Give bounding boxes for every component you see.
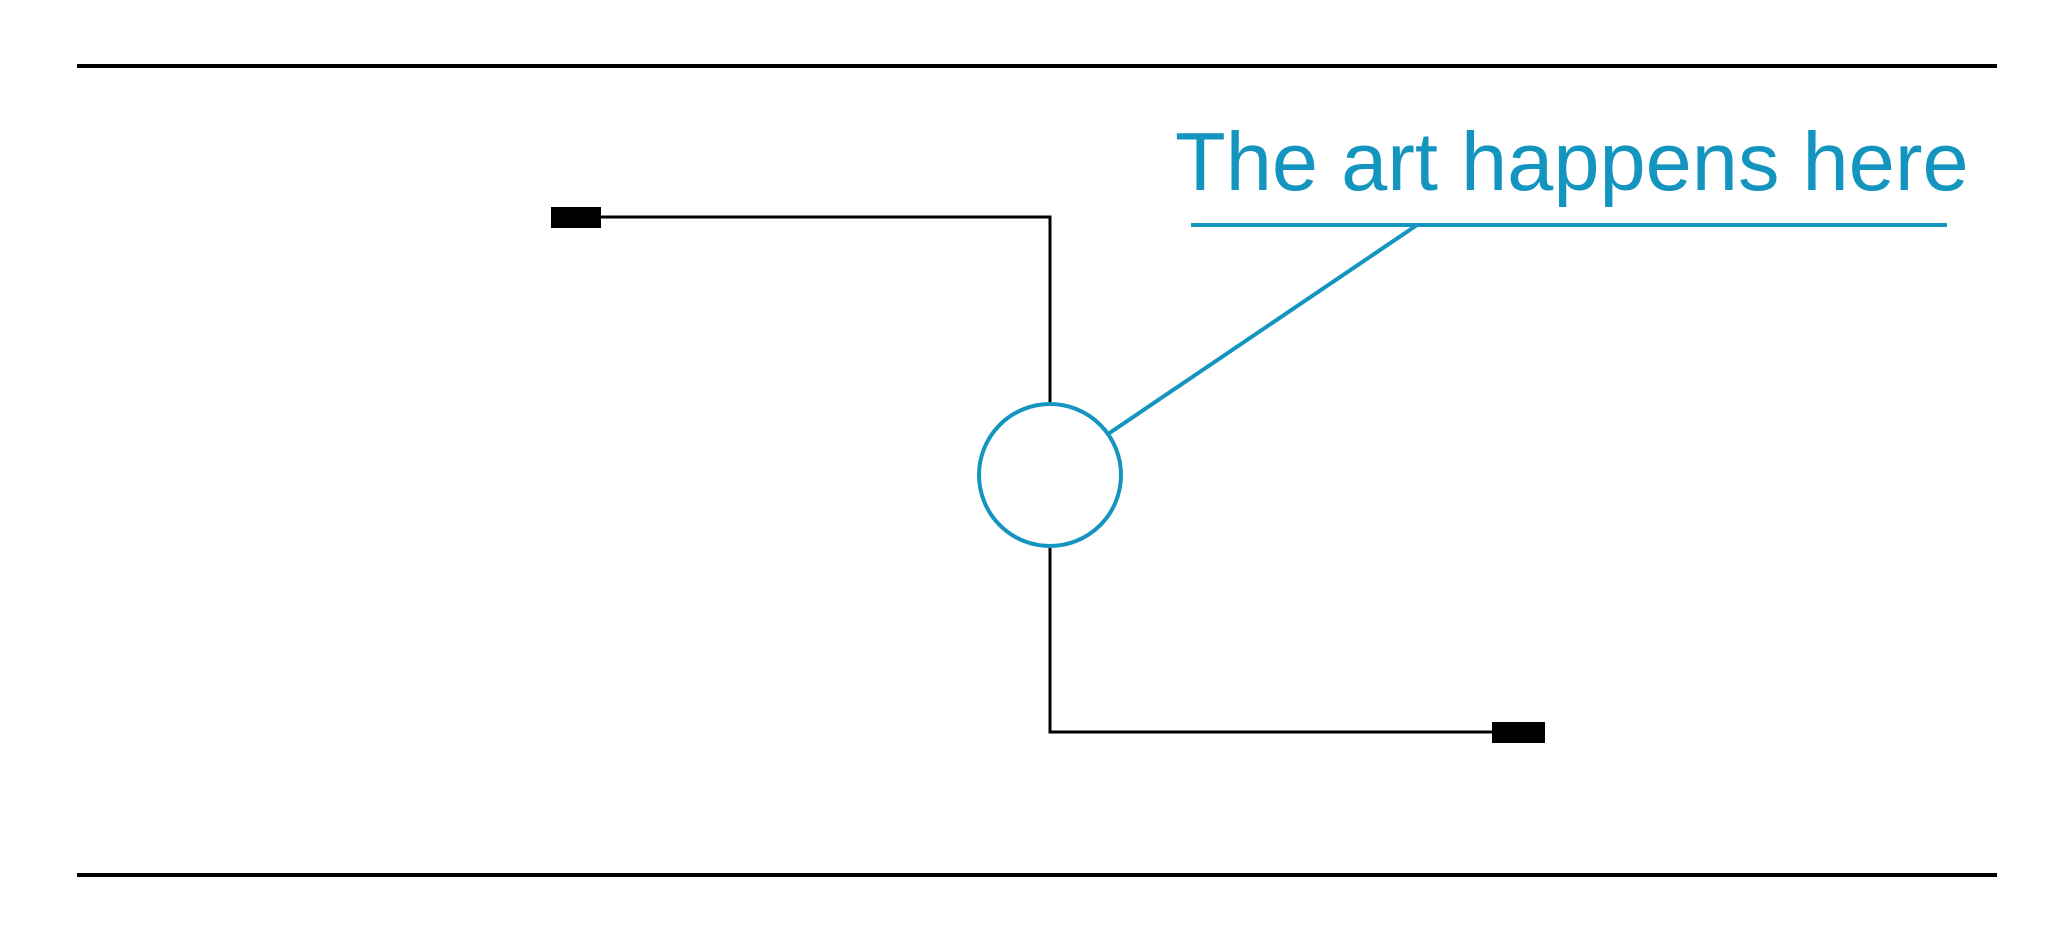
lower-connector-line bbox=[1048, 548, 1492, 734]
upper-terminal bbox=[551, 207, 601, 228]
callout-leader-line bbox=[1106, 223, 1419, 436]
callout-label: The art happens here bbox=[1175, 115, 1969, 208]
upper-connector-line bbox=[601, 215, 1052, 402]
central-node bbox=[977, 402, 1123, 548]
lower-terminal bbox=[1492, 722, 1545, 743]
